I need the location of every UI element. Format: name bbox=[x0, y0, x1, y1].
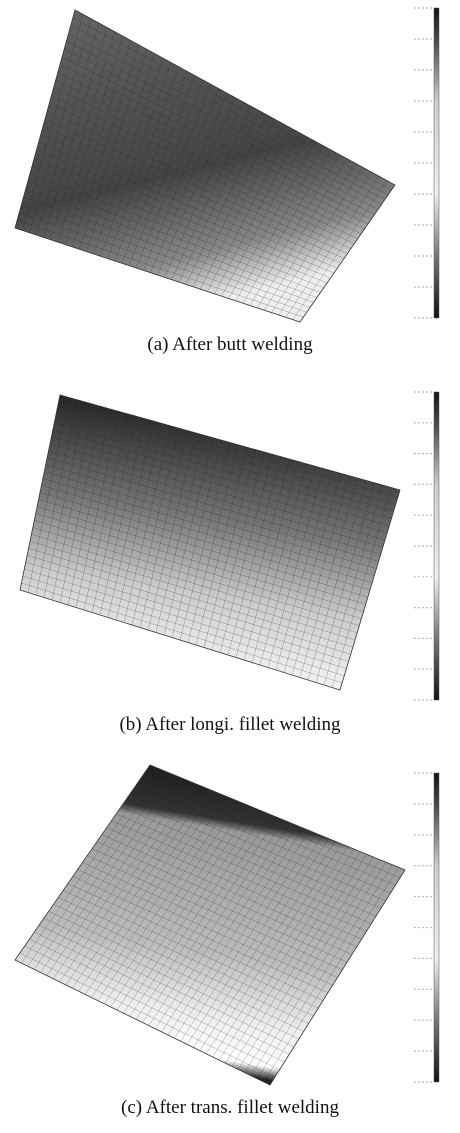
plate bbox=[15, 765, 405, 1085]
colorbar bbox=[434, 392, 439, 700]
colorbar bbox=[434, 8, 439, 318]
caption: (a) After butt welding bbox=[147, 334, 313, 355]
meshes bbox=[15, 8, 439, 1085]
figure: (a) After butt welding (b) After longi. … bbox=[0, 0, 460, 1133]
plate bbox=[20, 395, 400, 690]
caption: (c) After trans. fillet welding bbox=[121, 1097, 339, 1118]
caption: (b) After longi. fillet welding bbox=[119, 714, 341, 735]
colorbar bbox=[434, 773, 439, 1082]
